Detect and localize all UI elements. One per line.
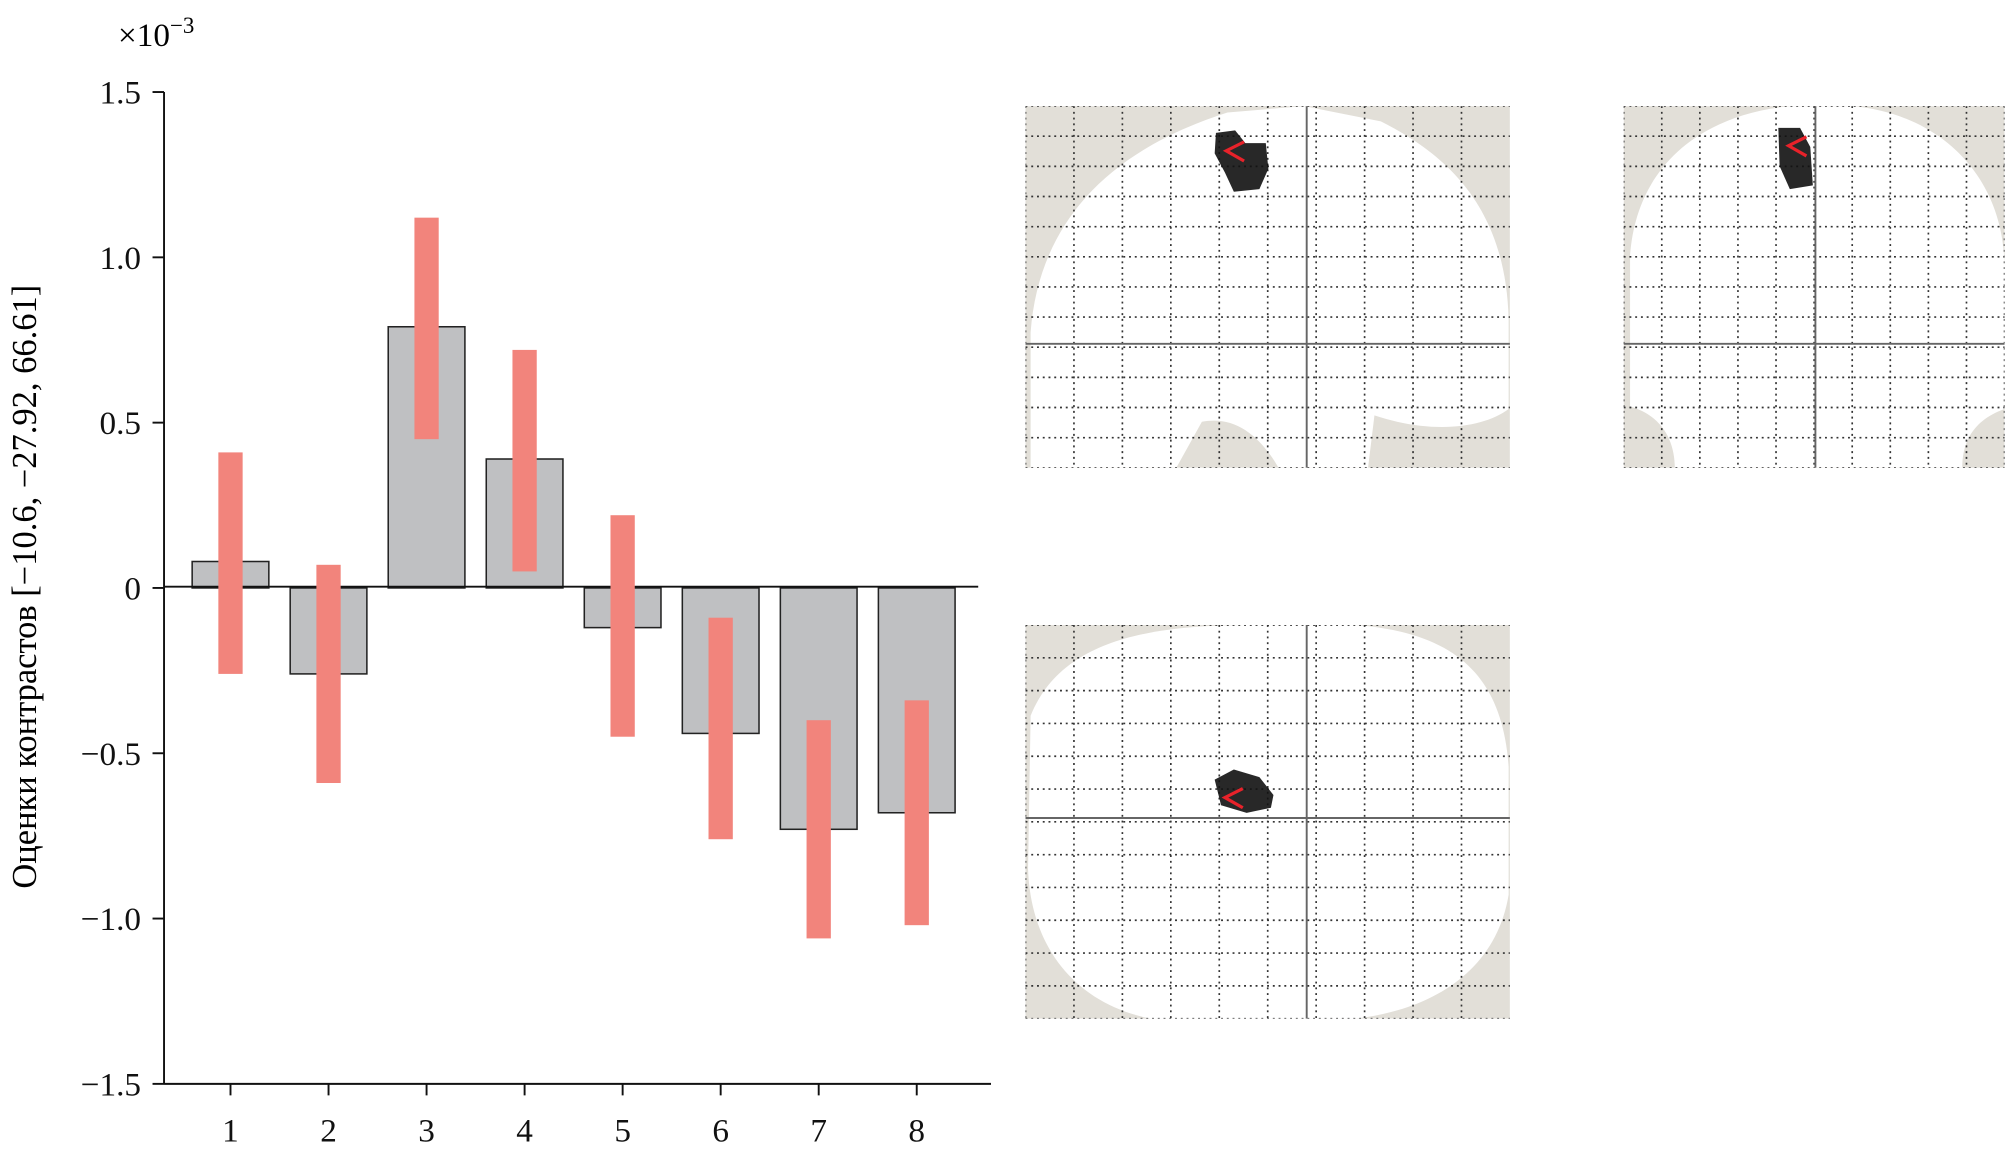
y-axis-label: Оценки контрастов [−10.6, −27.92, 66.61] (6, 285, 44, 889)
y-tick-label: 0.5 (99, 405, 141, 442)
y-multiplier: ×10−3 (118, 13, 194, 54)
confidence-interval (708, 617, 733, 840)
confidence-interval (610, 515, 635, 737)
bar-chart: ×10−3 Оценки контрастов [−10.6, −27.92, … (6, 13, 991, 1149)
peak-marker-icon (1221, 787, 1244, 810)
y-tick-label: 1.5 (99, 75, 141, 112)
confidence-interval (414, 217, 439, 440)
brain-panel-axial (1025, 625, 1510, 1019)
brain-outline (1630, 106, 2005, 468)
activation-cluster (1778, 127, 1813, 190)
confidence-interval (218, 452, 243, 674)
y-tick-label: 0 (124, 570, 141, 607)
confidence-interval (904, 700, 929, 926)
x-tick-label: 5 (614, 1112, 631, 1149)
confidence-interval (512, 349, 537, 572)
y-multiplier-exponent: −3 (170, 13, 194, 38)
x-tick-label: 3 (418, 1112, 435, 1149)
brain-panel-sagittal (1025, 106, 1510, 468)
x-tick-label: 8 (908, 1112, 925, 1149)
peak-marker-icon (1222, 140, 1245, 163)
y-tick-label: 1.0 (99, 240, 141, 277)
y-tick-label: −0.5 (81, 736, 141, 773)
x-tick-label: 7 (810, 1112, 827, 1149)
x-tick-label: 2 (320, 1112, 337, 1149)
activation-cluster (1214, 769, 1274, 813)
y-tick-label: −1.5 (81, 1066, 141, 1103)
brain-panel-coronal (1623, 106, 2005, 468)
confidence-interval (316, 564, 341, 784)
confidence-interval (806, 720, 831, 939)
x-tick-label: 1 (222, 1112, 239, 1149)
peak-marker-icon (1785, 135, 1808, 158)
y-tick-label: −1.0 (81, 901, 141, 938)
x-tick-label: 6 (712, 1112, 729, 1149)
x-tick-label: 4 (516, 1112, 533, 1149)
